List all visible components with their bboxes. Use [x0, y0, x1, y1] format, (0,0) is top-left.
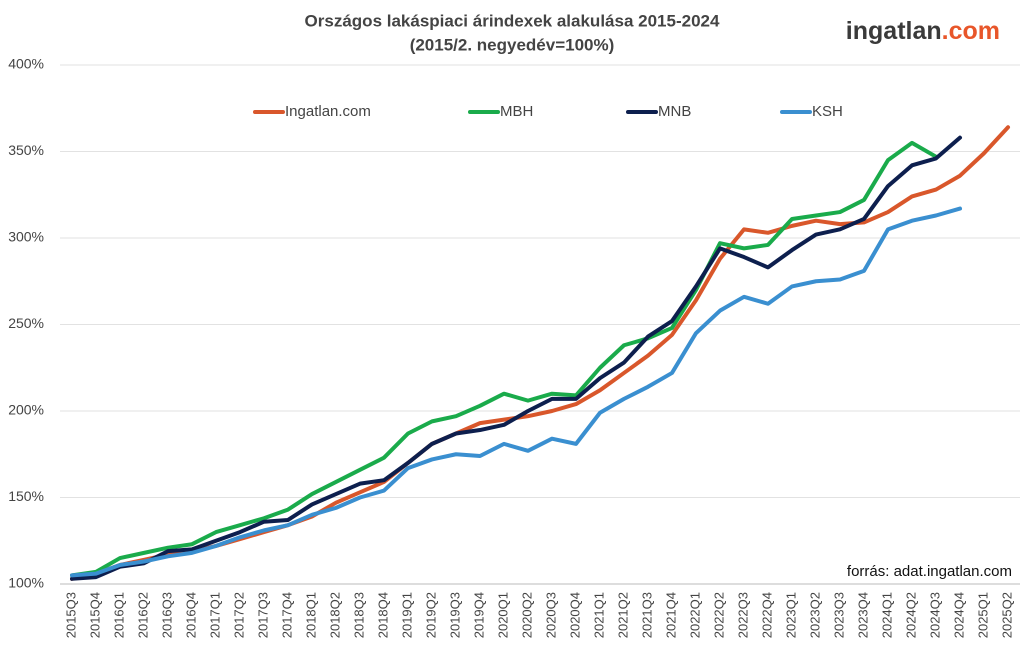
y-tick-label: 200% — [8, 402, 44, 418]
x-tick-label: 2015Q4 — [87, 592, 102, 638]
x-tick-label: 2024Q2 — [903, 592, 918, 638]
logo-suffix: .com — [942, 17, 1000, 45]
x-tick-label: 2023Q2 — [807, 592, 822, 638]
x-tick-label: 2024Q1 — [879, 592, 894, 638]
x-tick-label: 2016Q1 — [111, 592, 126, 638]
x-tick-label: 2019Q4 — [471, 592, 486, 638]
x-tick-label: 2017Q1 — [207, 592, 222, 638]
series-line — [70, 140, 938, 578]
legend-label: Ingatlan.com — [285, 103, 371, 120]
y-tick-label: 300% — [8, 229, 44, 245]
x-tick-label: 2022Q1 — [687, 592, 702, 638]
x-tick-label: 2019Q3 — [447, 592, 462, 638]
logo: ingatlan.com — [846, 17, 1000, 45]
x-tick-label: 2020Q4 — [567, 592, 582, 638]
x-tick-label: 2021Q2 — [615, 592, 630, 638]
x-tick-label: 2023Q4 — [855, 592, 870, 638]
y-tick-label: 250% — [8, 315, 44, 331]
x-tick-label: 2019Q1 — [399, 592, 414, 638]
x-tick-label: 2024Q4 — [951, 592, 966, 638]
legend-label: KSH — [812, 103, 843, 120]
x-tick-label: 2017Q4 — [279, 592, 294, 638]
legend-label: MBH — [500, 103, 533, 120]
x-tick-label: 2018Q3 — [351, 592, 366, 638]
x-tick-label: 2025Q1 — [975, 592, 990, 638]
x-tick-label: 2021Q3 — [639, 592, 654, 638]
x-tick-label: 2022Q4 — [759, 592, 774, 638]
x-tick-label: 2023Q3 — [831, 592, 846, 638]
x-tick-label: 2022Q3 — [735, 592, 750, 638]
x-tick-label: 2022Q2 — [711, 592, 726, 638]
x-tick-label: 2019Q2 — [423, 592, 438, 638]
chart-subtitle: (2015/2. negyedév=100%) — [410, 35, 615, 54]
x-tick-label: 2018Q4 — [375, 592, 390, 638]
y-tick-label: 150% — [8, 488, 44, 504]
x-tick-label: 2017Q3 — [255, 592, 270, 638]
x-tick-label: 2021Q4 — [663, 592, 678, 638]
y-tick-label: 400% — [8, 56, 44, 72]
series-line — [70, 135, 962, 581]
x-tick-label: 2023Q1 — [783, 592, 798, 638]
logo-name: ingatlan — [846, 17, 942, 45]
x-tick-label: 2016Q2 — [135, 592, 150, 638]
series-line — [70, 206, 962, 578]
x-tick-label: 2021Q1 — [591, 592, 606, 638]
x-tick-label: 2015Q3 — [63, 592, 78, 638]
x-tick-label: 2016Q4 — [183, 592, 198, 638]
x-tick-label: 2016Q3 — [159, 592, 174, 638]
x-tick-label: 2018Q1 — [303, 592, 318, 638]
y-tick-label: 350% — [8, 142, 44, 158]
x-tick-label: 2025Q2 — [999, 592, 1014, 638]
y-tick-label: 100% — [8, 575, 44, 591]
x-tick-label: 2018Q2 — [327, 592, 342, 638]
legend-label: MNB — [658, 103, 691, 120]
x-tick-label: 2020Q3 — [543, 592, 558, 638]
x-tick-label: 2024Q3 — [927, 592, 942, 638]
x-tick-label: 2017Q2 — [231, 592, 246, 638]
chart-title: Országos lakáspiaci árindexek alakulása … — [305, 11, 720, 30]
x-tick-label: 2020Q2 — [519, 592, 534, 638]
x-tick-label: 2020Q1 — [495, 592, 510, 638]
source-note: forrás: adat.ingatlan.com — [847, 563, 1012, 580]
